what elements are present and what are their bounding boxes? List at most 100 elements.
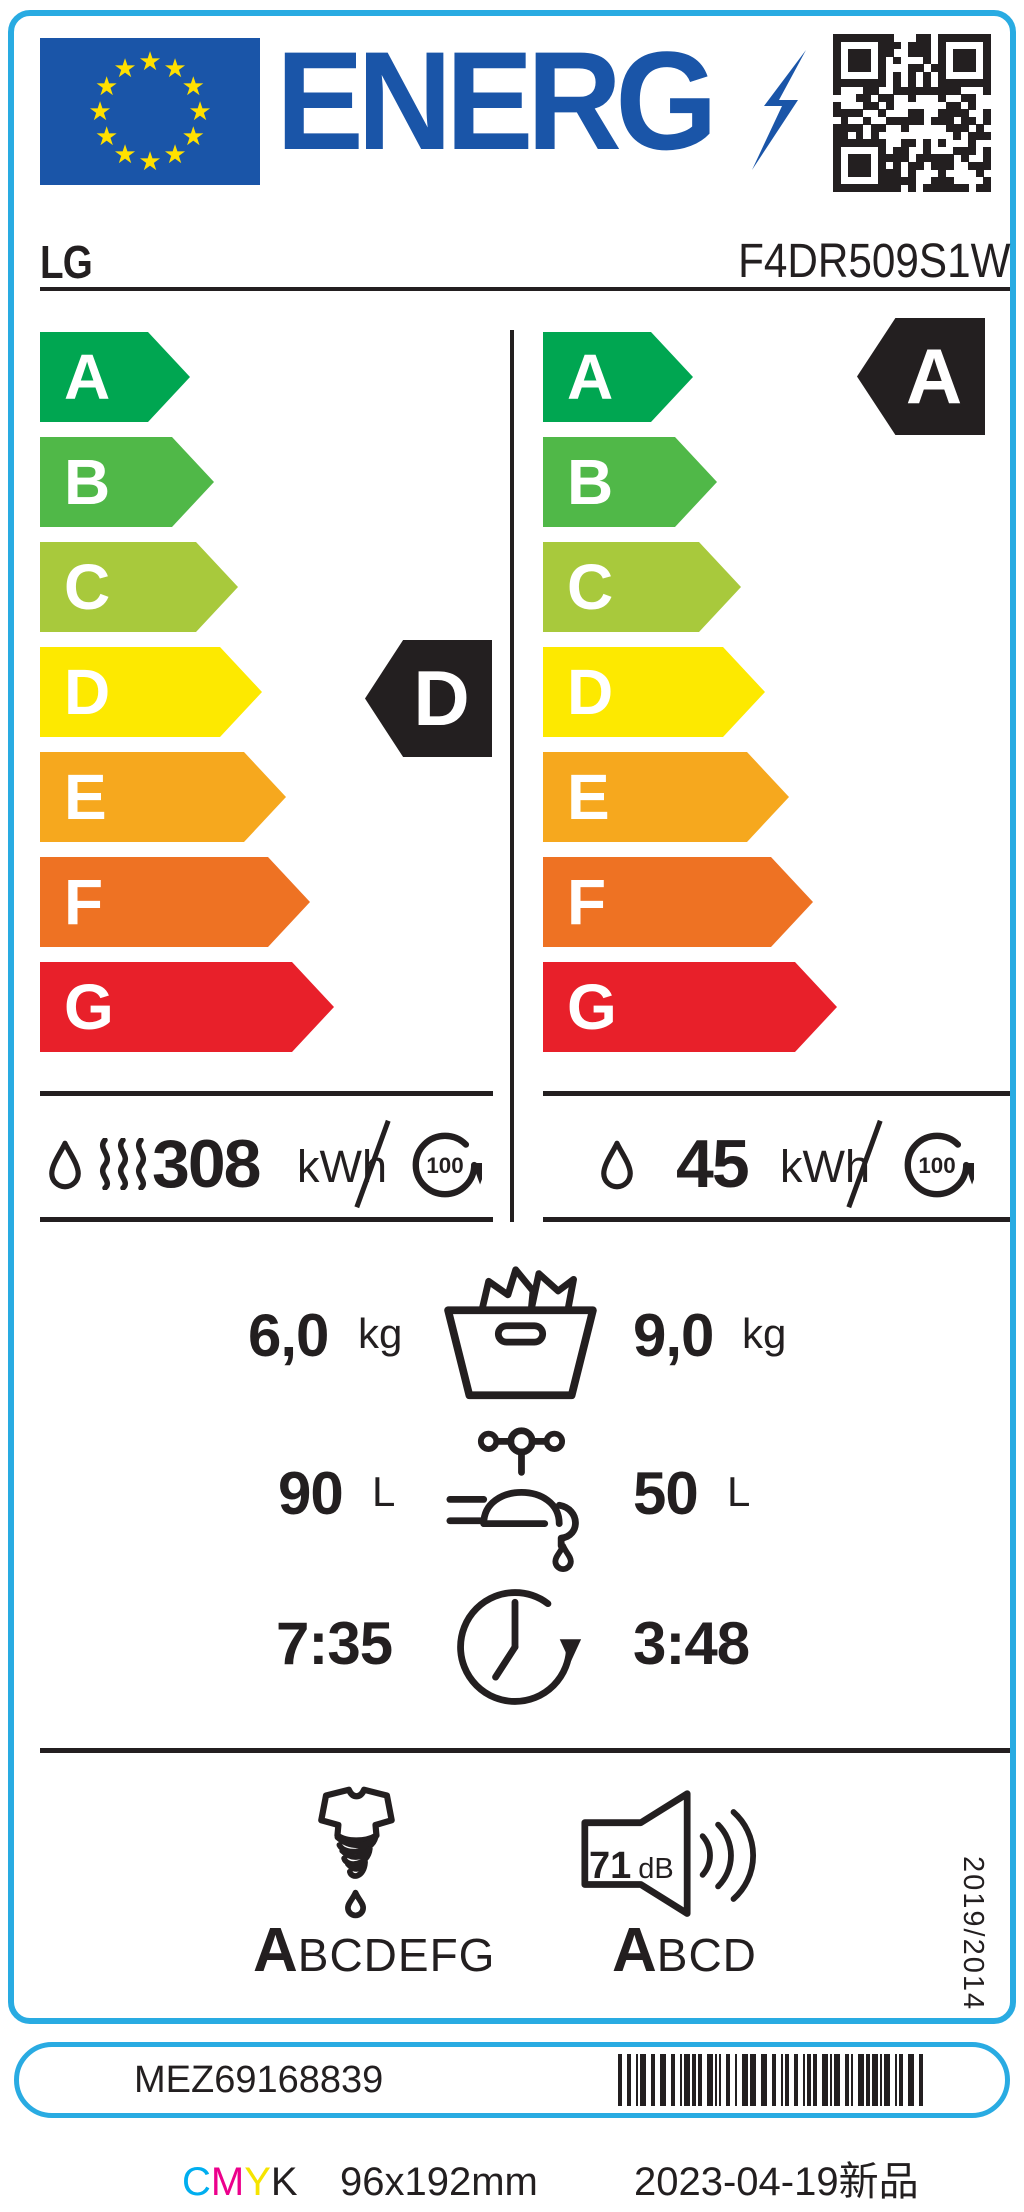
grade-arrow-a: A (543, 332, 693, 422)
cmyk-letter-y: Y (244, 2160, 271, 2204)
rating-letter-left: D (413, 654, 470, 742)
grade-arrow-f: F (40, 857, 310, 947)
grade-arrow-g: G (40, 962, 334, 1052)
grade-arrow-c: C (40, 542, 238, 632)
energy-value-left: 308 (152, 1126, 261, 1202)
grade-letter: E (64, 761, 107, 833)
speaker-icon (581, 1790, 757, 1917)
cmyk-letter-k: K (270, 2160, 298, 2204)
capacity-unit: kg (742, 1310, 787, 1357)
spin-dry-icon (318, 1786, 395, 1919)
water-left: 90 (278, 1460, 344, 1527)
grade-arrow-b: B (40, 437, 214, 527)
spin-grade-current: A (253, 1916, 298, 1985)
column-divider (510, 330, 514, 1222)
duration-left: 7:35 (276, 1610, 393, 1677)
print-size: 96x192mm (340, 2160, 538, 2204)
grade-letter: G (64, 971, 114, 1043)
noise-grade-rest: BCD (656, 1929, 757, 1981)
header-rule (40, 287, 1010, 291)
noise-level: 71 dB (589, 1845, 674, 1888)
grade-letter: C (567, 551, 614, 623)
rating-letter-right: A (905, 332, 963, 420)
spin-grade-rest: BCDEFG (297, 1929, 496, 1981)
grade-letter: A (567, 341, 614, 413)
capacity-left: 6,0 (248, 1302, 329, 1369)
svg-text:100: 100 (918, 1153, 955, 1178)
laundry-basket-icon (444, 1266, 597, 1400)
eu-star: ★ (88, 96, 112, 126)
water-right: 50 (633, 1460, 699, 1527)
spin-grade-scale: A BCDEFG (253, 1920, 495, 1982)
eu-star: ★ (163, 52, 187, 83)
grade-arrow-a: A (40, 332, 190, 422)
water-drop-icon (49, 1140, 81, 1190)
clock-icon (457, 1589, 582, 1705)
grade-arrow-e: E (543, 752, 789, 842)
separator (543, 1091, 1010, 1096)
grade-arrow-e: E (40, 752, 286, 842)
regulation-reference: 2019/2014 (957, 1856, 989, 2012)
water-tap-icon (446, 1427, 579, 1572)
grade-letter: E (567, 761, 610, 833)
grade-letter: C (64, 551, 111, 623)
eu-star: ★ (163, 139, 187, 170)
separator (40, 1091, 493, 1096)
water-drop-icon (601, 1140, 633, 1190)
separator (543, 1217, 1010, 1222)
energy-value-right: 45 (676, 1126, 750, 1202)
water-unit: L (372, 1468, 396, 1515)
cycles-per-100-icon: 100 (412, 1132, 482, 1198)
eu-star: ★ (95, 71, 119, 101)
brand-name: LG (40, 236, 93, 288)
eu-star: ★ (181, 121, 205, 151)
water-unit: L (727, 1468, 751, 1515)
eu-star: ★ (113, 52, 137, 83)
grade-letter: G (567, 971, 617, 1043)
grade-letter: D (567, 656, 614, 728)
duration-right: 3:48 (633, 1610, 750, 1677)
noise-grade-current: A (612, 1916, 657, 1985)
cmyk-letter-c: C (182, 2160, 211, 2204)
grade-arrow-d: D (40, 647, 262, 737)
grade-letter: B (64, 446, 111, 518)
cycles-per-100-icon: 100 (904, 1132, 974, 1198)
cmyk-marks: CMYK (182, 2160, 298, 2204)
grade-arrow-c: C (543, 542, 741, 632)
grade-arrow-b: B (543, 437, 717, 527)
label-code-box (14, 2042, 1010, 2118)
noise-grade-scale: A BCD (612, 1920, 757, 1982)
noise-unit: dB (638, 1853, 674, 1885)
barcode (618, 2054, 925, 2106)
eu-star: ★ (181, 71, 205, 101)
lightning-bolt-icon (752, 50, 806, 170)
grade-letter: F (567, 866, 607, 938)
grade-letter: B (567, 446, 614, 518)
eu-star: ★ (188, 96, 212, 126)
grade-letter: D (64, 656, 111, 728)
separator (40, 1217, 493, 1222)
print-date-note: 2023-04-19新品 (634, 2160, 919, 2204)
svg-text:100: 100 (426, 1153, 463, 1178)
capacity-right: 9,0 (633, 1302, 714, 1369)
capacity-unit: kg (358, 1310, 403, 1357)
heat-waves-icon (100, 1138, 146, 1190)
label-border (8, 10, 1016, 2024)
eu-star: ★ (95, 121, 119, 151)
separator (40, 1748, 1010, 1753)
grade-arrow-d: D (543, 647, 765, 737)
label-code: MEZ69168839 (134, 2059, 384, 2101)
eu-star: ★ (138, 46, 162, 76)
eu-star: ★ (138, 146, 162, 176)
grade-arrow-g: G (543, 962, 837, 1052)
eu-flag: ★ ★ ★ ★ ★ ★ ★ ★ ★ ★ ★ ★ (40, 38, 260, 185)
grade-letter: F (64, 866, 104, 938)
qr-code (833, 34, 992, 193)
energ-logo-text: ENERG (276, 22, 718, 179)
grade-letter: A (64, 341, 111, 413)
grade-arrow-f: F (543, 857, 813, 947)
noise-value: 71 (589, 1845, 632, 1887)
